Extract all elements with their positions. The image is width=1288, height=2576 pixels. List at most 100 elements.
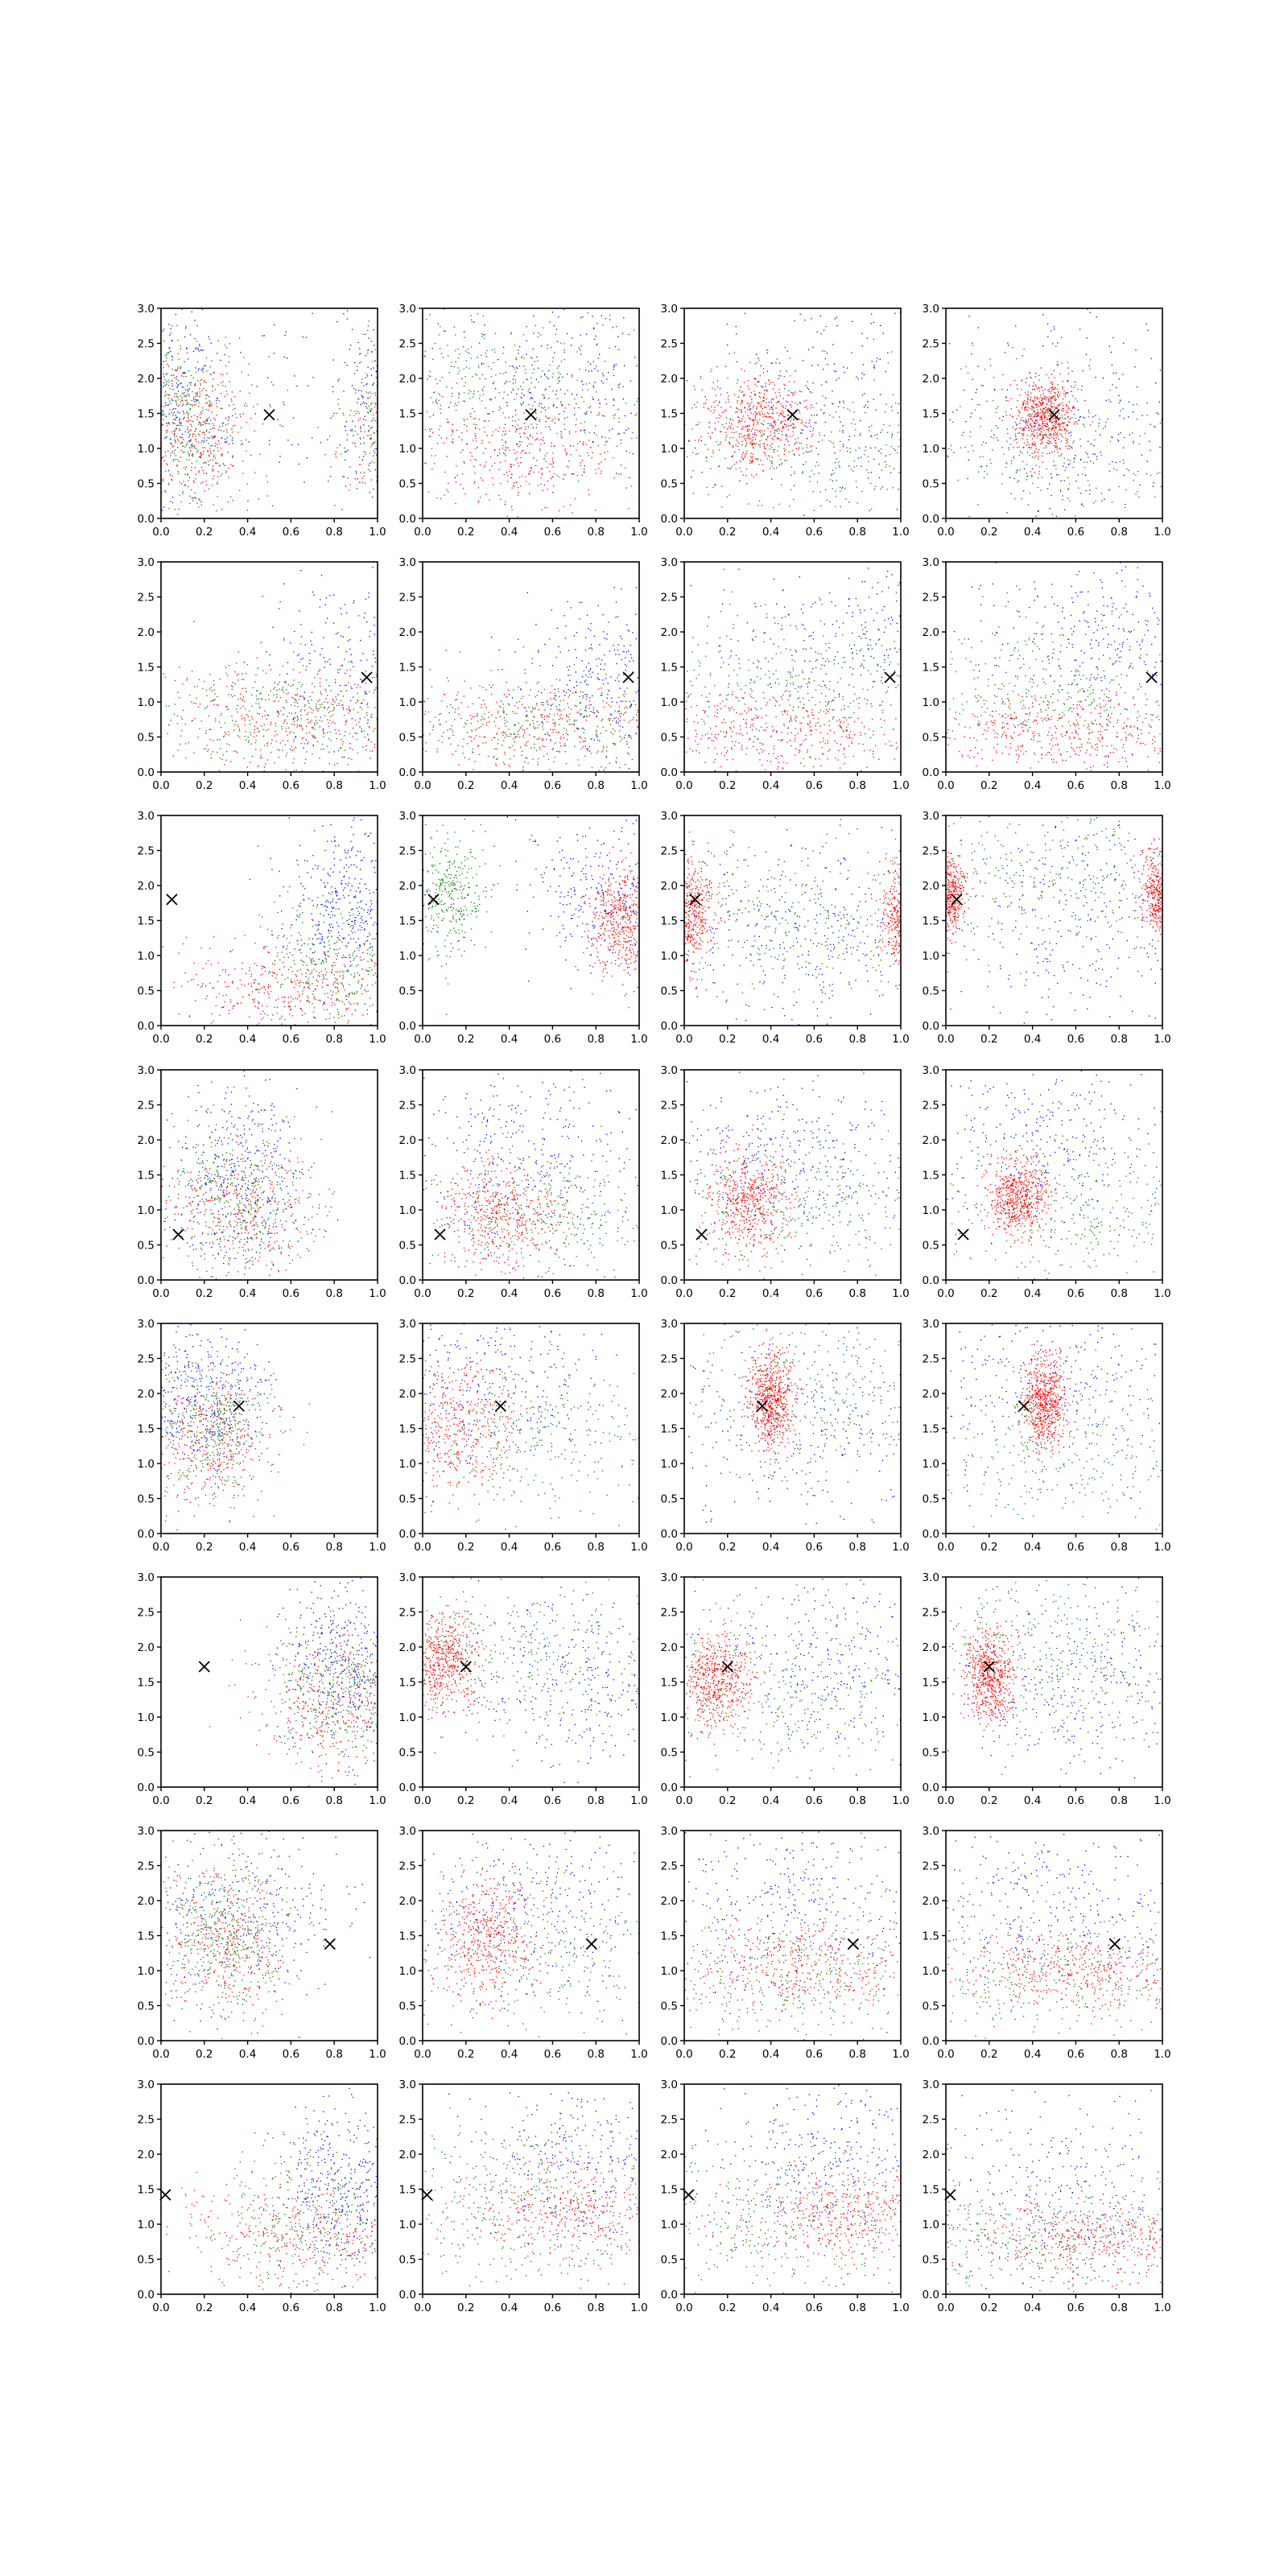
data-point <box>189 382 191 384</box>
data-point <box>751 474 753 476</box>
data-point <box>165 491 167 493</box>
data-point <box>1028 420 1030 423</box>
data-point <box>364 716 365 718</box>
data-point <box>345 421 347 423</box>
data-point <box>1010 463 1012 464</box>
data-point <box>266 743 268 745</box>
data-point <box>1059 417 1061 419</box>
data-point <box>309 659 311 661</box>
data-point <box>1058 423 1059 424</box>
x-tick-label: 0.6 <box>1067 526 1084 539</box>
data-point <box>1051 422 1053 423</box>
data-point <box>1040 397 1042 398</box>
data-point <box>239 337 241 339</box>
data-point <box>205 390 207 391</box>
data-point <box>617 336 619 338</box>
data-point <box>494 388 497 390</box>
data-point <box>177 380 179 382</box>
data-point <box>1051 427 1054 430</box>
data-point <box>708 422 710 423</box>
data-point <box>293 758 295 760</box>
data-point <box>857 378 859 380</box>
data-point <box>322 730 324 732</box>
data-point <box>1016 423 1018 425</box>
data-point <box>1147 329 1149 331</box>
data-point <box>477 313 478 315</box>
data-point <box>812 491 814 493</box>
data-point <box>181 400 184 402</box>
data-point <box>372 393 374 394</box>
data-point <box>295 700 297 702</box>
data-point <box>800 432 802 434</box>
data-point <box>1021 380 1022 382</box>
data-point <box>551 457 553 460</box>
data-point <box>424 350 426 352</box>
data-point <box>792 419 795 421</box>
data-point <box>257 690 258 691</box>
data-point <box>1025 391 1026 394</box>
data-point <box>1042 314 1044 316</box>
data-point <box>236 708 237 710</box>
data-point <box>197 395 199 397</box>
data-point <box>588 493 590 496</box>
data-point <box>1090 359 1092 361</box>
data-point <box>177 396 179 398</box>
data-point <box>163 460 165 461</box>
data-point <box>189 434 191 436</box>
data-point <box>370 427 372 429</box>
data-point <box>749 462 751 464</box>
data-point <box>824 358 826 360</box>
data-point <box>306 457 308 459</box>
data-point <box>180 735 182 737</box>
data-point <box>842 431 844 433</box>
data-point <box>535 412 537 414</box>
data-point <box>1017 447 1018 448</box>
data-point <box>1005 411 1006 413</box>
data-point <box>328 658 330 660</box>
data-point <box>770 402 772 403</box>
data-point <box>873 321 874 324</box>
data-point <box>503 473 505 476</box>
data-point <box>758 381 760 382</box>
data-point <box>201 440 203 441</box>
data-point <box>209 700 211 702</box>
data-point <box>509 449 510 452</box>
data-point <box>256 386 258 387</box>
data-point <box>580 462 582 464</box>
data-point <box>1036 415 1038 416</box>
data-point <box>320 575 323 576</box>
data-point <box>772 398 774 400</box>
data-point <box>515 357 517 359</box>
data-point <box>333 707 335 708</box>
data-point <box>776 358 778 360</box>
data-point <box>1026 421 1027 423</box>
data-point <box>738 420 740 422</box>
data-point <box>1051 427 1053 429</box>
data-point <box>203 349 204 351</box>
data-point <box>1063 422 1065 423</box>
subplot-r1-c3: 0.0 0.2 0.4 0.6 0.8 1.00.00.51.01.52.02.53.0 <box>661 303 910 539</box>
data-point <box>853 460 855 462</box>
data-point <box>989 358 991 360</box>
data-point <box>1087 308 1088 310</box>
data-point <box>1010 398 1012 399</box>
data-point <box>520 436 522 438</box>
data-point <box>479 394 481 396</box>
data-point <box>441 377 443 378</box>
data-point <box>1044 398 1046 400</box>
data-point <box>175 400 177 402</box>
series-points <box>684 325 900 511</box>
data-point <box>1006 428 1008 430</box>
data-point <box>1053 437 1055 440</box>
data-point <box>595 469 597 470</box>
data-point <box>424 355 426 357</box>
data-point <box>592 441 594 444</box>
data-point <box>448 421 449 423</box>
data-point <box>983 477 985 478</box>
data-point <box>1034 436 1035 437</box>
data-point <box>1036 432 1038 434</box>
data-point <box>167 451 169 452</box>
data-point <box>580 429 582 431</box>
data-point <box>489 398 490 400</box>
data-point <box>1066 411 1067 414</box>
